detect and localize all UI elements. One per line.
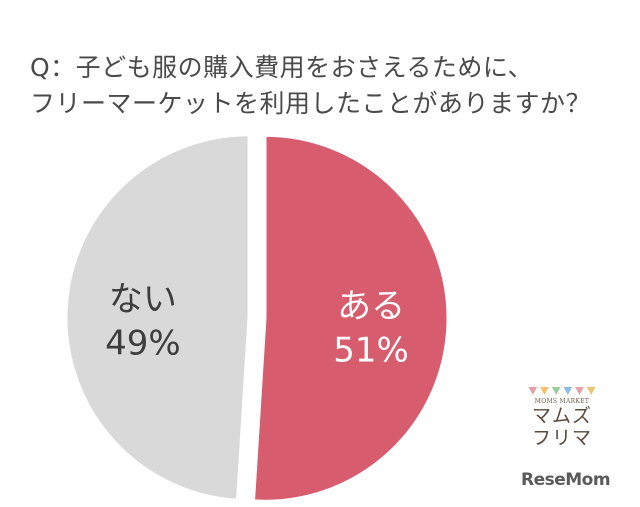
bunting-flag [563,387,573,395]
question-line-2: フリーマーケットを利用したことがありますか？ [30,89,592,118]
resemom-watermark: ReseMom [521,470,611,490]
bunting-flags-icon [527,386,597,396]
logo-subtitle: MOMS MARKET [534,398,590,405]
question-line-1: Q：子ども服の購入費用をおさえるために、 [30,53,534,82]
pie-label-no: ない [109,279,177,319]
chart-question: Q：子ども服の購入費用をおさえるために、 フリーマーケットを利用したことがありま… [30,50,630,122]
logo-title-line-2: フリマ [531,427,592,449]
logo-title-line-1: マムズ [531,405,592,427]
pie-slice-yes [251,133,450,503]
bunting-flag [540,387,549,395]
pie-slice-no [64,133,251,502]
pie-percent-yes: 51% [333,331,409,371]
pie-label-yes: ある [337,287,405,327]
bunting-flag [551,387,561,395]
bunting-flag [528,387,538,395]
bunting-flag [575,387,584,395]
bunting-flag [586,387,596,395]
moms-market-logo: MOMS MARKET マムズ フリマ [527,386,597,449]
pie-percent-no: 49% [105,323,181,363]
